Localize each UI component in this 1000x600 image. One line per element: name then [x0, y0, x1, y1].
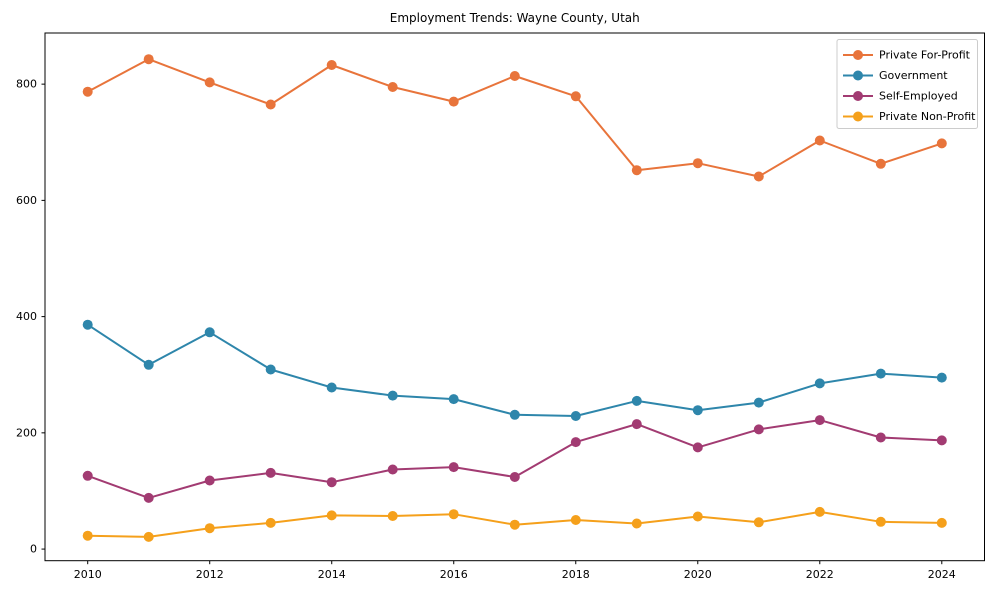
plot-frame [44, 32, 985, 562]
legend-box [836, 39, 978, 129]
data-point-marker [753, 517, 764, 528]
data-point-marker [143, 359, 154, 370]
series-government [82, 319, 947, 421]
legend-item-private-non-profit: Private Non-Profit [843, 110, 976, 123]
x-tick-label: 2010 [74, 568, 102, 581]
data-point-marker [82, 319, 93, 330]
data-point-marker [753, 397, 764, 408]
data-point-marker [631, 419, 642, 430]
data-point-marker [814, 415, 825, 426]
data-point-marker [265, 467, 276, 478]
legend-label: Self-Employed [879, 90, 958, 103]
data-point-marker [509, 409, 520, 420]
series-line-government [86, 323, 943, 417]
legend-marker-icon [853, 91, 863, 101]
x-tick-label: 2022 [806, 568, 834, 581]
x-tick-label: 2024 [928, 568, 956, 581]
data-point-marker [570, 411, 581, 421]
data-point-marker [387, 390, 398, 401]
data-point-marker [509, 519, 520, 530]
data-point-marker [326, 477, 337, 488]
data-point-marker [875, 432, 886, 443]
data-point-marker [631, 165, 642, 176]
data-point-marker [448, 509, 459, 520]
data-point-marker [326, 382, 337, 393]
legend-item-self-employed: Self-Employed [843, 90, 958, 103]
legend-label: Private Non-Profit [879, 110, 976, 123]
data-point-marker [448, 96, 459, 107]
data-point-marker [448, 462, 459, 473]
data-point-marker [387, 511, 398, 521]
data-point-marker [753, 171, 764, 182]
legend-label: Private For-Profit [879, 49, 971, 62]
data-point-marker [387, 82, 398, 92]
y-tick-label: 800 [16, 78, 37, 91]
data-point-marker [204, 327, 215, 338]
legend: Private For-Profit Government Self-Employe… [836, 39, 978, 129]
data-point-marker [204, 475, 215, 486]
data-point-marker [448, 394, 459, 405]
x-axis: 2010 2012 2014 2016 2018 2020 2022 2024 [74, 560, 956, 581]
data-point-marker [387, 464, 398, 475]
series-private-non-profit [82, 506, 947, 542]
data-point-marker [631, 518, 642, 529]
y-tick-label: 200 [16, 426, 37, 439]
data-point-marker [692, 511, 703, 522]
y-tick-label: 400 [16, 310, 37, 323]
data-point-marker [143, 54, 154, 65]
data-point-marker [814, 378, 825, 389]
x-tick-label: 2016 [440, 568, 468, 581]
data-point-marker [936, 517, 947, 528]
x-tick-label: 2020 [684, 568, 712, 581]
legend-item-government: Government [843, 69, 948, 82]
data-point-marker [875, 368, 886, 379]
data-point-marker [570, 515, 581, 525]
data-point-marker [631, 395, 642, 406]
x-tick-label: 2018 [562, 568, 590, 581]
y-axis: 0 200 400 600 800 [16, 78, 45, 556]
series-line-self-employed [86, 419, 943, 499]
data-point-marker [265, 364, 276, 375]
data-point-marker [814, 135, 825, 146]
data-point-marker [204, 77, 215, 88]
data-point-marker [509, 71, 520, 81]
data-point-marker [204, 523, 215, 534]
data-point-marker [875, 158, 886, 169]
y-tick-label: 600 [16, 194, 37, 207]
data-point-marker [936, 372, 947, 383]
x-tick-label: 2014 [318, 568, 346, 581]
data-point-marker [143, 531, 154, 542]
data-point-marker [814, 506, 825, 517]
series-private-for-profit [82, 54, 947, 182]
data-point-marker [265, 99, 276, 110]
data-point-marker [692, 158, 703, 169]
legend-item-private-for-profit: Private For-Profit [843, 49, 971, 62]
data-point-marker [692, 442, 703, 453]
data-point-marker [692, 405, 703, 416]
legend-marker-icon [853, 50, 863, 60]
data-point-marker [82, 86, 93, 97]
data-point-marker [326, 60, 337, 70]
data-point-marker [570, 91, 581, 102]
data-point-marker [753, 424, 764, 435]
legend-marker-icon [853, 70, 863, 81]
data-point-marker [509, 472, 520, 482]
data-point-marker [326, 510, 337, 521]
data-point-marker [570, 437, 581, 448]
series-self-employed [82, 415, 947, 503]
data-point-marker [265, 517, 276, 528]
data-point-marker [936, 138, 947, 149]
data-point-marker [875, 516, 886, 527]
data-point-marker [936, 435, 947, 446]
legend-label: Government [879, 69, 948, 82]
y-tick-label: 0 [30, 543, 37, 556]
legend-marker-icon [853, 111, 863, 122]
x-tick-label: 2012 [196, 568, 224, 581]
data-point-marker [82, 470, 93, 481]
chart-title: Employment Trends: Wayne County, Utah [390, 11, 640, 25]
data-point-marker [143, 492, 154, 503]
data-point-marker [82, 530, 93, 541]
